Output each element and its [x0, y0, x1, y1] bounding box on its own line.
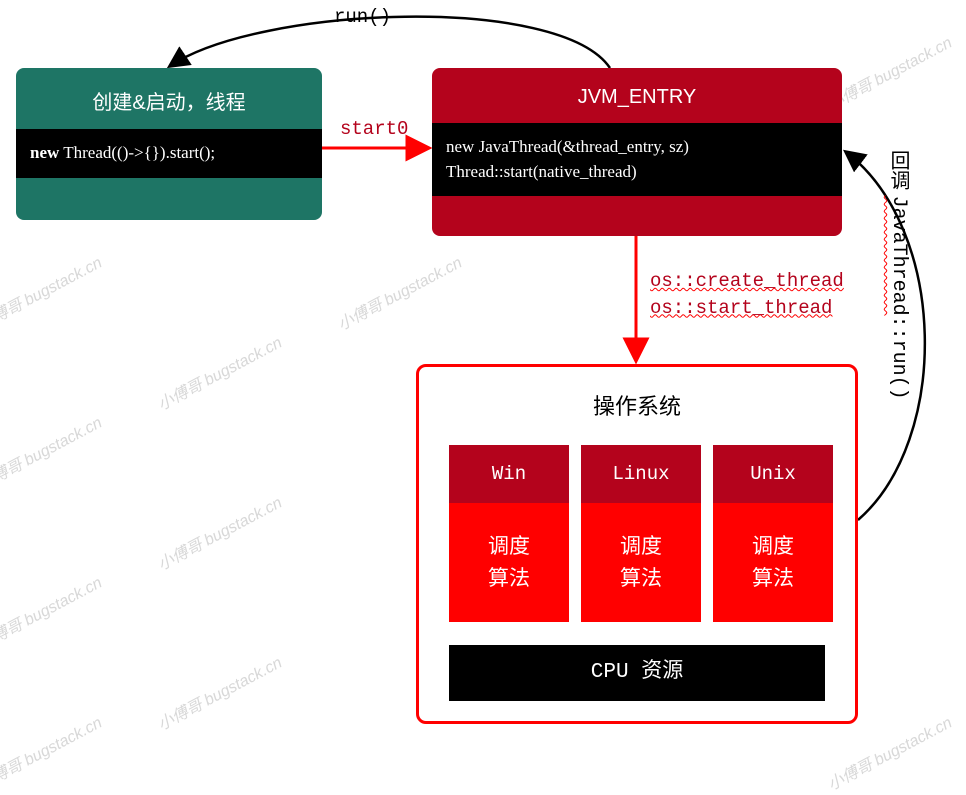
watermark: 小傅哥 bugstack.cn: [332, 249, 465, 335]
node-create-thread: 创建&启动，线程 new Thread(()->{}).start();: [16, 68, 322, 220]
os-col-linux-head: Linux: [581, 445, 701, 503]
watermark: 小傅哥 bugstack.cn: [152, 649, 285, 735]
os-title: 操作系统: [419, 389, 855, 421]
jvm-code-line2: Thread::start(native_thread): [446, 160, 828, 185]
label-os-call: os::create_thread os::start_thread: [650, 268, 844, 321]
node-jvm-entry-code: new JavaThread(&thread_entry, sz) Thread…: [432, 123, 842, 196]
node-create-thread-code: new Thread(()->{}).start();: [16, 129, 322, 178]
cpu-bar: CPU 资源: [449, 645, 825, 701]
os-col-unix-body: 调度算法: [713, 503, 833, 622]
os-col-unix-head: Unix: [713, 445, 833, 503]
watermark: 小傅哥 bugstack.cn: [0, 249, 105, 335]
os-col-unix: Unix 调度算法: [713, 445, 833, 622]
label-run: run(): [334, 6, 391, 28]
node-jvm-entry: JVM_ENTRY new JavaThread(&thread_entry, …: [432, 68, 842, 236]
watermark: 小傅哥 bugstack.cn: [0, 709, 105, 795]
os-col-linux: Linux 调度算法: [581, 445, 701, 622]
os-col-win: Win 调度算法: [449, 445, 569, 622]
watermark: 小傅哥 bugstack.cn: [152, 329, 285, 415]
watermark: 小傅哥 bugstack.cn: [0, 569, 105, 655]
watermark: 小傅哥 bugstack.cn: [822, 29, 955, 115]
node-os: 操作系统 Win 调度算法 Linux 调度算法 Unix 调度算法 CPU 资…: [416, 364, 858, 724]
node-jvm-entry-title: JVM_ENTRY: [432, 68, 842, 123]
label-callback: 回调 JavaThread::run(): [884, 150, 912, 400]
os-col-win-body: 调度算法: [449, 503, 569, 622]
os-col-win-head: Win: [449, 445, 569, 503]
watermark: 小傅哥 bugstack.cn: [152, 489, 285, 575]
watermark: 小傅哥 bugstack.cn: [0, 409, 105, 495]
jvm-code-line1: new JavaThread(&thread_entry, sz): [446, 135, 828, 160]
node-create-thread-title: 创建&启动，线程: [16, 68, 322, 129]
label-start0: start0: [340, 118, 408, 140]
os-col-linux-body: 调度算法: [581, 503, 701, 622]
